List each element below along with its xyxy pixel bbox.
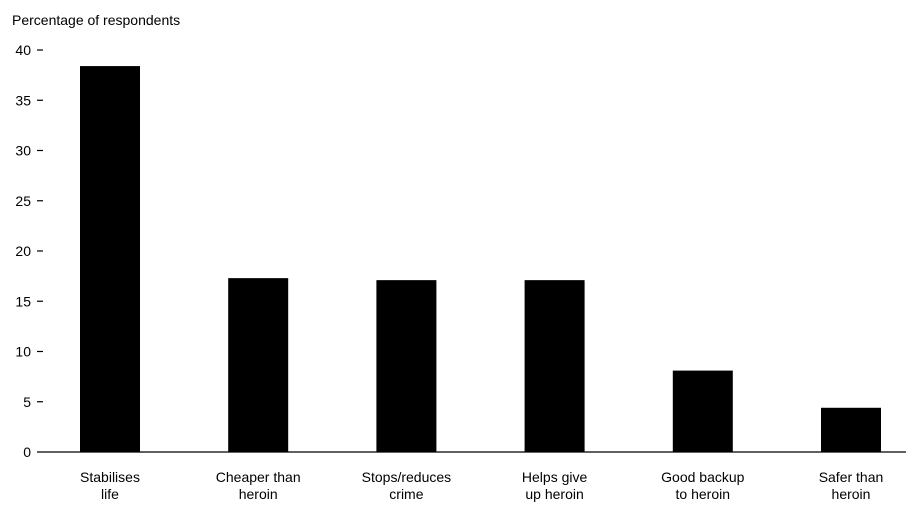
x-tick-label: to heroin — [676, 486, 730, 502]
x-tick-label: Stops/reduces — [362, 469, 452, 485]
bar — [376, 280, 437, 452]
bars — [80, 66, 881, 452]
x-tick-label: heroin — [239, 486, 278, 502]
y-tick-label: 40 — [15, 42, 31, 58]
y-tick-label: 5 — [23, 394, 31, 410]
x-tick-label: life — [101, 486, 119, 502]
y-tick-label: 30 — [15, 143, 31, 159]
y-tick-label: 0 — [23, 444, 31, 460]
bar — [821, 407, 881, 452]
bar — [228, 278, 289, 452]
x-tick-label: Stabilises — [80, 469, 140, 485]
x-tick-label: Cheaper than — [216, 469, 301, 485]
x-tick-label: Good backup — [661, 469, 744, 485]
x-tick-label: up heroin — [525, 486, 583, 502]
y-tick-label: 10 — [15, 344, 31, 360]
bar — [524, 280, 585, 452]
y-tick-label: 15 — [15, 293, 31, 309]
bar — [672, 370, 733, 452]
y-tick-label: 35 — [15, 92, 31, 108]
bar — [80, 66, 140, 452]
y-tick-label: 25 — [15, 193, 31, 209]
x-tick-label: Helps give — [522, 469, 588, 485]
x-tick-label: heroin — [832, 486, 871, 502]
x-tick-label: crime — [389, 486, 423, 502]
y-tick-label: 20 — [15, 243, 31, 259]
y-axis-title: Percentage of respondents — [12, 12, 180, 28]
x-tick-label: Safer than — [819, 469, 884, 485]
y-axis: 0 5 10 15 20 25 30 35 40 — [15, 42, 43, 460]
